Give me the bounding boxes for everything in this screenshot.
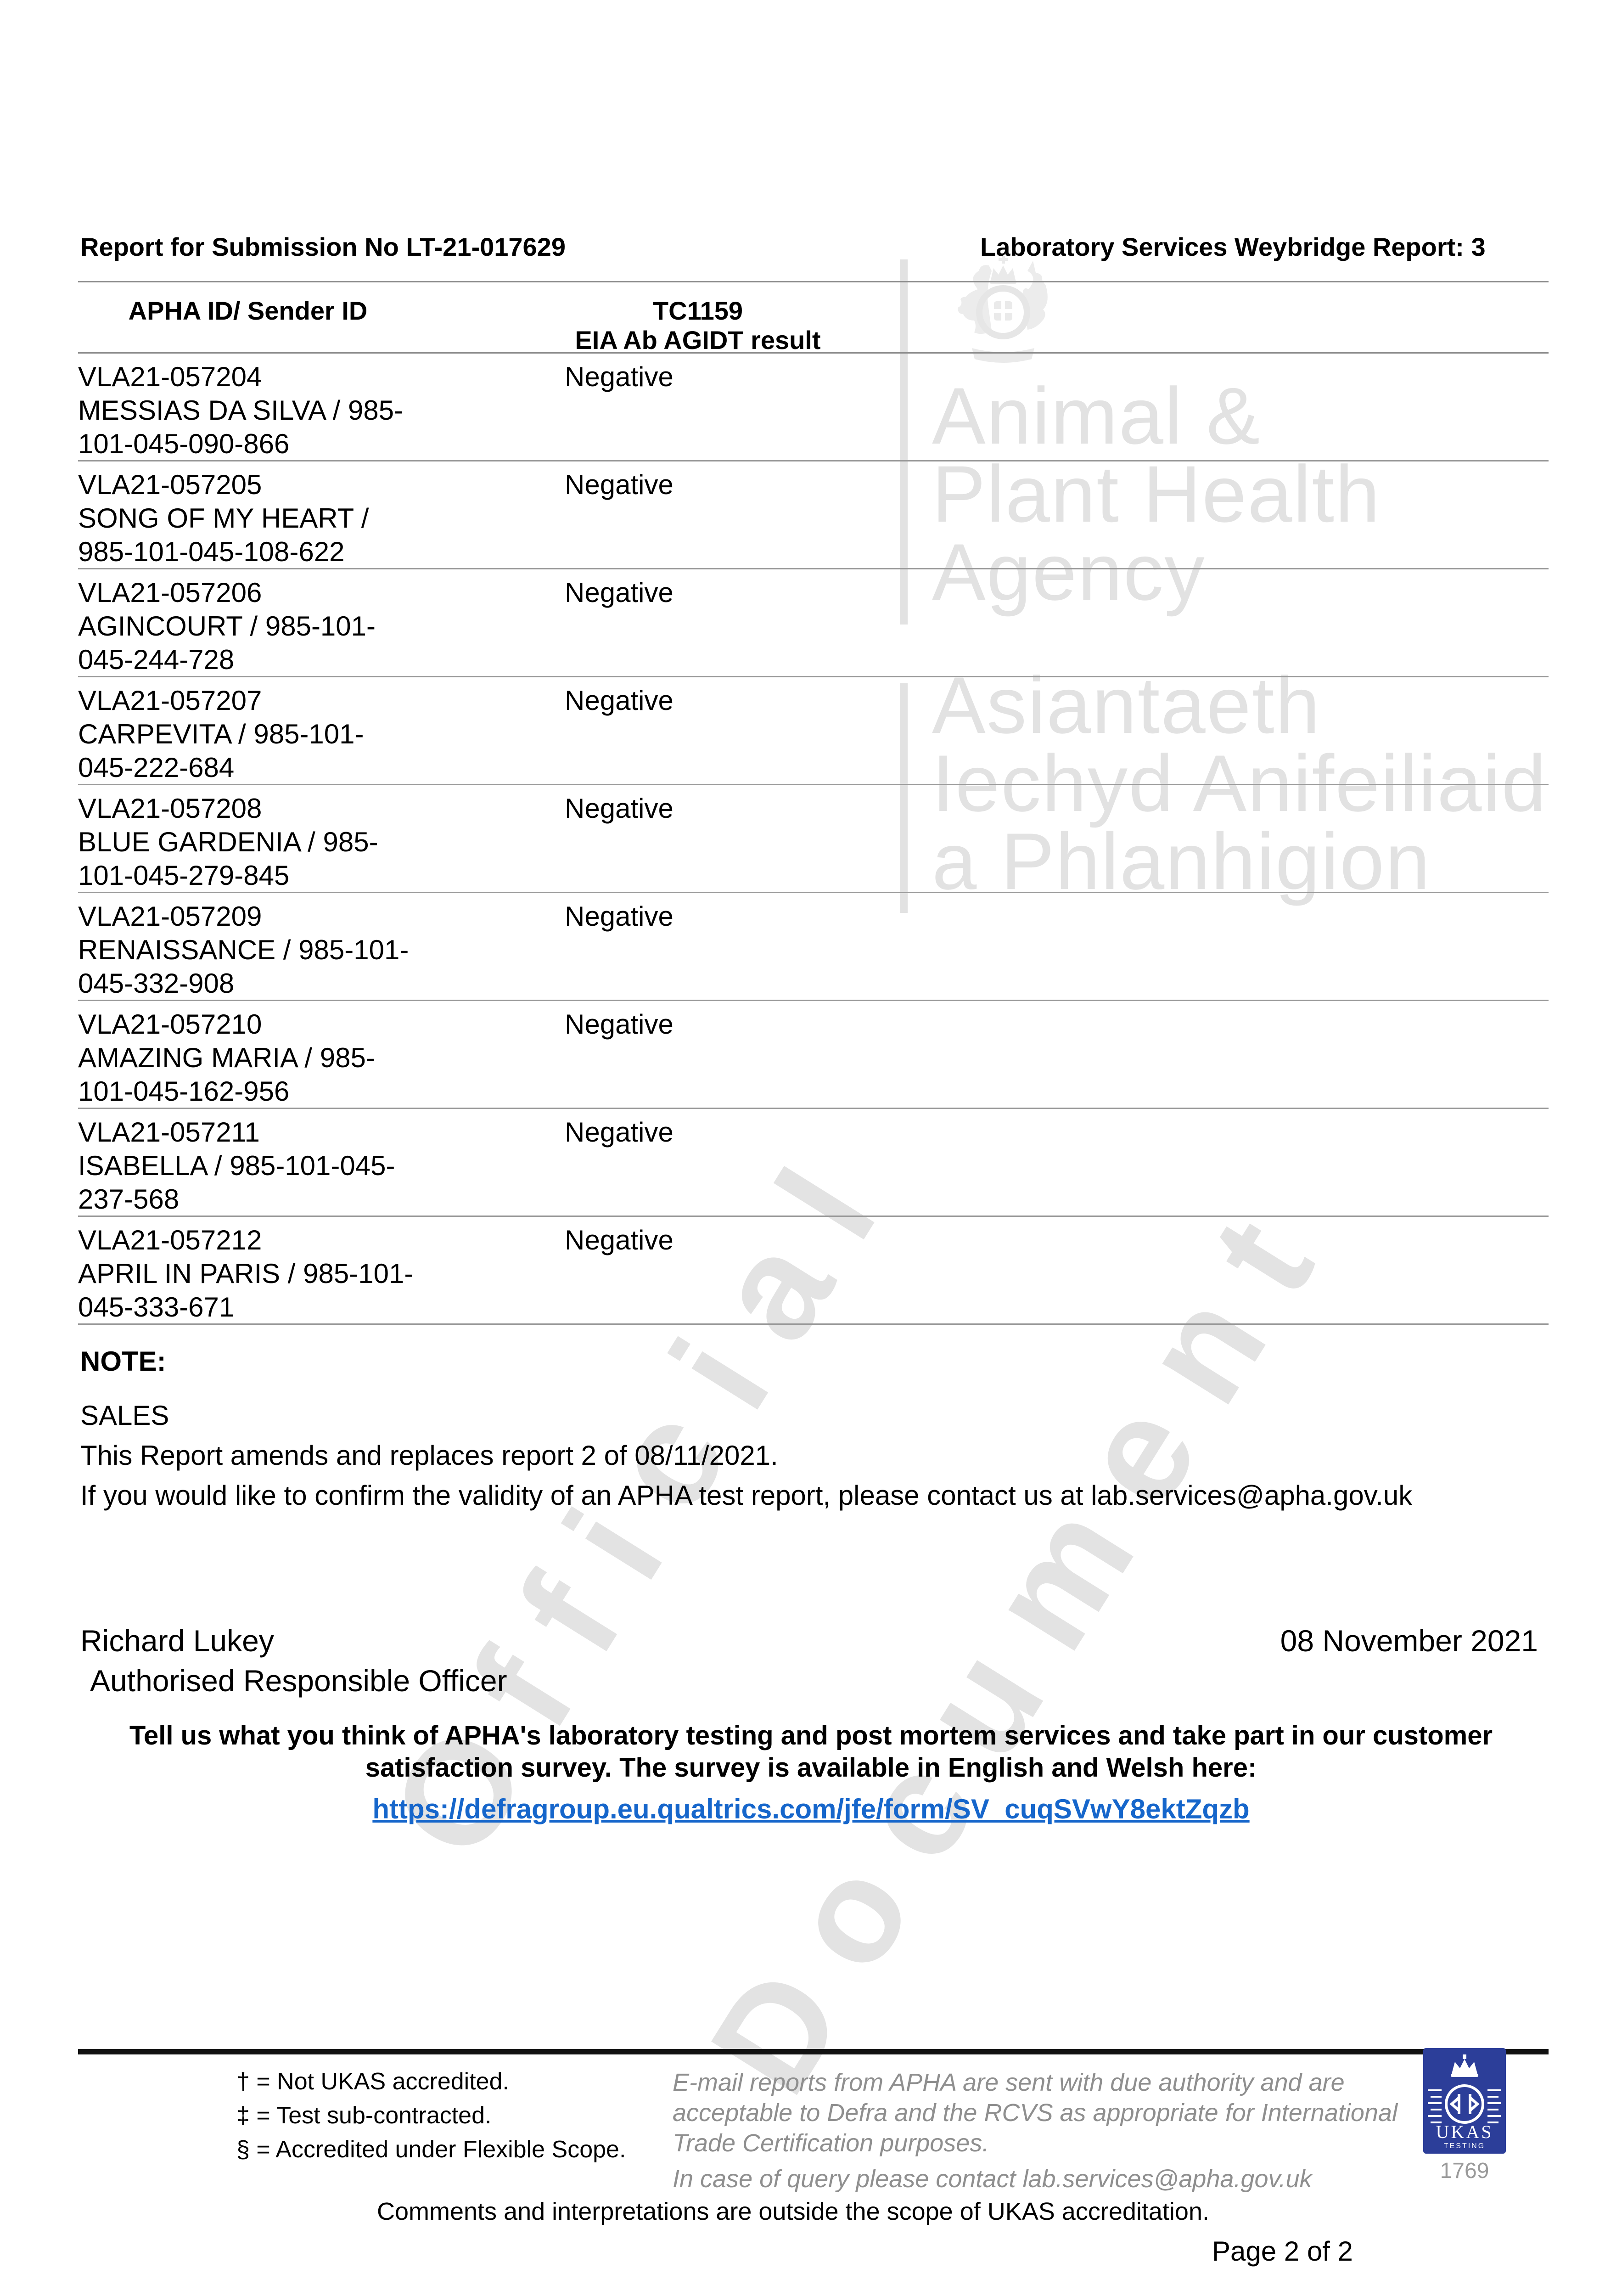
result-cell: Negative xyxy=(565,577,673,608)
sample-detail: APRIL IN PARIS / 985-101- xyxy=(78,1258,414,1289)
signatory-title: Authorised Responsible Officer xyxy=(90,1664,507,1698)
report-title: Report for Submission No LT-21-017629 xyxy=(80,232,566,261)
sample-detail: 237-568 xyxy=(78,1184,180,1215)
sample-detail: 985-101-045-108-622 xyxy=(78,536,345,567)
report-date: 08 November 2021 xyxy=(1280,1624,1538,1658)
sample-detail: AMAZING MARIA / 985- xyxy=(78,1042,375,1073)
survey-link-row: https://defragroup.eu.qualtrics.com/jfe/… xyxy=(0,1793,1622,1825)
signatory-name: Richard Lukey xyxy=(80,1624,274,1658)
page-number: Page 2 of 2 xyxy=(1212,2236,1353,2267)
result-cell: Negative xyxy=(565,901,673,932)
ukas-testing-logo: UKAS TESTING xyxy=(1423,2048,1506,2154)
ukas-logo-text: UKAS xyxy=(1436,2122,1493,2142)
sample-id: VLA21-057207 xyxy=(78,685,262,716)
column-header-test: TC1159 EIA Ab AGIDT result xyxy=(556,296,840,355)
sample-detail: 101-045-090-866 xyxy=(78,428,290,459)
ukas-logo-subtext: TESTING xyxy=(1444,2142,1485,2150)
sample-detail: 101-045-162-956 xyxy=(78,1076,290,1107)
result-cell: Negative xyxy=(565,1225,673,1255)
sample-id: VLA21-057204 xyxy=(78,361,262,392)
sample-cell: VLA21-057208 BLUE GARDENIA / 985- 101-04… xyxy=(78,792,565,892)
sample-detail: CARPEVITA / 985-101- xyxy=(78,719,364,749)
table-header-row: APHA ID/ Sender ID TC1159 EIA Ab AGIDT r… xyxy=(78,281,1549,355)
watermark-iechyd: Iechyd Anifeiliaid xyxy=(932,739,1547,828)
sample-cell: VLA21-057212 APRIL IN PARIS / 985-101- 0… xyxy=(78,1223,565,1323)
sample-id: VLA21-057208 xyxy=(78,793,262,824)
test-code: TC1159 xyxy=(652,296,743,325)
result-cell: Negative xyxy=(565,1117,673,1148)
survey-link[interactable]: https://defragroup.eu.qualtrics.com/jfe/… xyxy=(372,1794,1250,1824)
sample-id: VLA21-057211 xyxy=(78,1117,260,1148)
table-row: VLA21-057205 SONG OF MY HEART / 985-101-… xyxy=(78,461,1549,569)
table-row: VLA21-057211 ISABELLA / 985-101-045- 237… xyxy=(78,1109,1549,1217)
lab-services-title: Laboratory Services Weybridge Report: 3 xyxy=(980,232,1486,261)
sample-detail: RENAISSANCE / 985-101- xyxy=(78,934,409,965)
sample-detail: 045-222-684 xyxy=(78,752,235,783)
table-row: VLA21-057206 AGINCOURT / 985-101- 045-24… xyxy=(78,569,1549,677)
sample-detail: BLUE GARDENIA / 985- xyxy=(78,827,378,857)
result-cell: Negative xyxy=(565,469,673,500)
sample-id: VLA21-057212 xyxy=(78,1225,262,1255)
test-name: EIA Ab AGIDT result xyxy=(575,326,821,355)
email-authority-note-line3: Trade Certification purposes. xyxy=(673,2129,989,2157)
sample-id: VLA21-057210 xyxy=(78,1009,262,1040)
result-cell: Negative xyxy=(565,1009,673,1040)
query-contact-note: In case of query please contact lab.serv… xyxy=(673,2165,1312,2193)
sample-id: VLA21-057206 xyxy=(78,577,262,608)
survey-text-line2: satisfaction survey. The survey is avail… xyxy=(365,1753,1257,1783)
survey-text-line1: Tell us what you think of APHA's laborat… xyxy=(129,1721,1493,1750)
table-row: VLA21-057208 BLUE GARDENIA / 985- 101-04… xyxy=(78,785,1549,893)
sample-detail: ISABELLA / 985-101-045- xyxy=(78,1150,395,1181)
sample-detail: MESSIAS DA SILVA / 985- xyxy=(78,395,404,426)
sample-detail: AGINCOURT / 985-101- xyxy=(78,611,376,642)
watermark-phlanhigion: a Phlanhigion xyxy=(932,817,1431,906)
sample-cell: VLA21-057210 AMAZING MARIA / 985- 101-04… xyxy=(78,1007,565,1108)
email-authority-note-line2: acceptable to Defra and the RCVS as appr… xyxy=(673,2099,1398,2127)
sample-cell: VLA21-057207 CARPEVITA / 985-101- 045-22… xyxy=(78,684,565,784)
sample-id: VLA21-057209 xyxy=(78,901,262,932)
comments-disclaimer: Comments and interpretations are outside… xyxy=(377,2198,1209,2225)
apha-logo-bar-english xyxy=(900,259,908,625)
footnote-not-ukas: † = Not UKAS accredited. xyxy=(236,2068,509,2095)
watermark-agency: Agency xyxy=(932,528,1206,617)
email-authority-note-line1: E-mail reports from APHA are sent with d… xyxy=(673,2069,1345,2096)
footnote-subcontracted: ‡ = Test sub-contracted. xyxy=(236,2102,492,2129)
column-header-apha-id: APHA ID/ Sender ID xyxy=(128,296,368,325)
sample-cell: VLA21-057206 AGINCOURT / 985-101- 045-24… xyxy=(78,576,565,676)
result-cell: Negative xyxy=(565,685,673,716)
watermark-plant-health: Plant Health xyxy=(932,450,1381,539)
result-cell: Negative xyxy=(565,361,673,392)
note-label: NOTE: xyxy=(80,1346,166,1377)
sample-detail: 045-332-908 xyxy=(78,968,235,999)
apha-logo-bar-welsh xyxy=(900,683,908,913)
footnote-flexible-scope: § = Accredited under Flexible Scope. xyxy=(236,2136,626,2163)
table-row: VLA21-057204 MESSIAS DA SILVA / 985- 101… xyxy=(78,354,1549,461)
result-cell: Negative xyxy=(565,793,673,824)
sample-cell: VLA21-057209 RENAISSANCE / 985-101- 045-… xyxy=(78,900,565,1000)
sample-cell: VLA21-057205 SONG OF MY HEART / 985-101-… xyxy=(78,468,565,568)
results-table: APHA ID/ Sender ID TC1159 EIA Ab AGIDT r… xyxy=(78,281,1549,1325)
table-row: VLA21-057212 APRIL IN PARIS / 985-101- 0… xyxy=(78,1217,1549,1325)
footer-divider xyxy=(78,2049,1549,2054)
sample-id: VLA21-057205 xyxy=(78,469,262,500)
table-row: VLA21-057209 RENAISSANCE / 985-101- 045-… xyxy=(78,893,1549,1001)
sample-cell: VLA21-057211 ISABELLA / 985-101-045- 237… xyxy=(78,1115,565,1216)
sample-cell: VLA21-057204 MESSIAS DA SILVA / 985- 101… xyxy=(78,360,565,460)
watermark-animal: Animal & xyxy=(932,371,1261,461)
sample-detail: 101-045-279-845 xyxy=(78,860,290,891)
sample-detail: 045-333-671 xyxy=(78,1292,235,1322)
sample-detail: 045-244-728 xyxy=(78,644,235,675)
watermark-asiantaeth: Asiantaeth xyxy=(932,661,1321,750)
note-amend: This Report amends and replaces report 2… xyxy=(80,1440,778,1471)
note-validity: If you would like to confirm the validit… xyxy=(80,1480,1413,1511)
sample-detail: SONG OF MY HEART / xyxy=(78,503,369,534)
note-sales: SALES xyxy=(80,1400,169,1431)
table-row: VLA21-057210 AMAZING MARIA / 985- 101-04… xyxy=(78,1001,1549,1109)
table-row: VLA21-057207 CARPEVITA / 985-101- 045-22… xyxy=(78,677,1549,785)
ukas-accreditation-number: 1769 xyxy=(1440,2159,1489,2183)
